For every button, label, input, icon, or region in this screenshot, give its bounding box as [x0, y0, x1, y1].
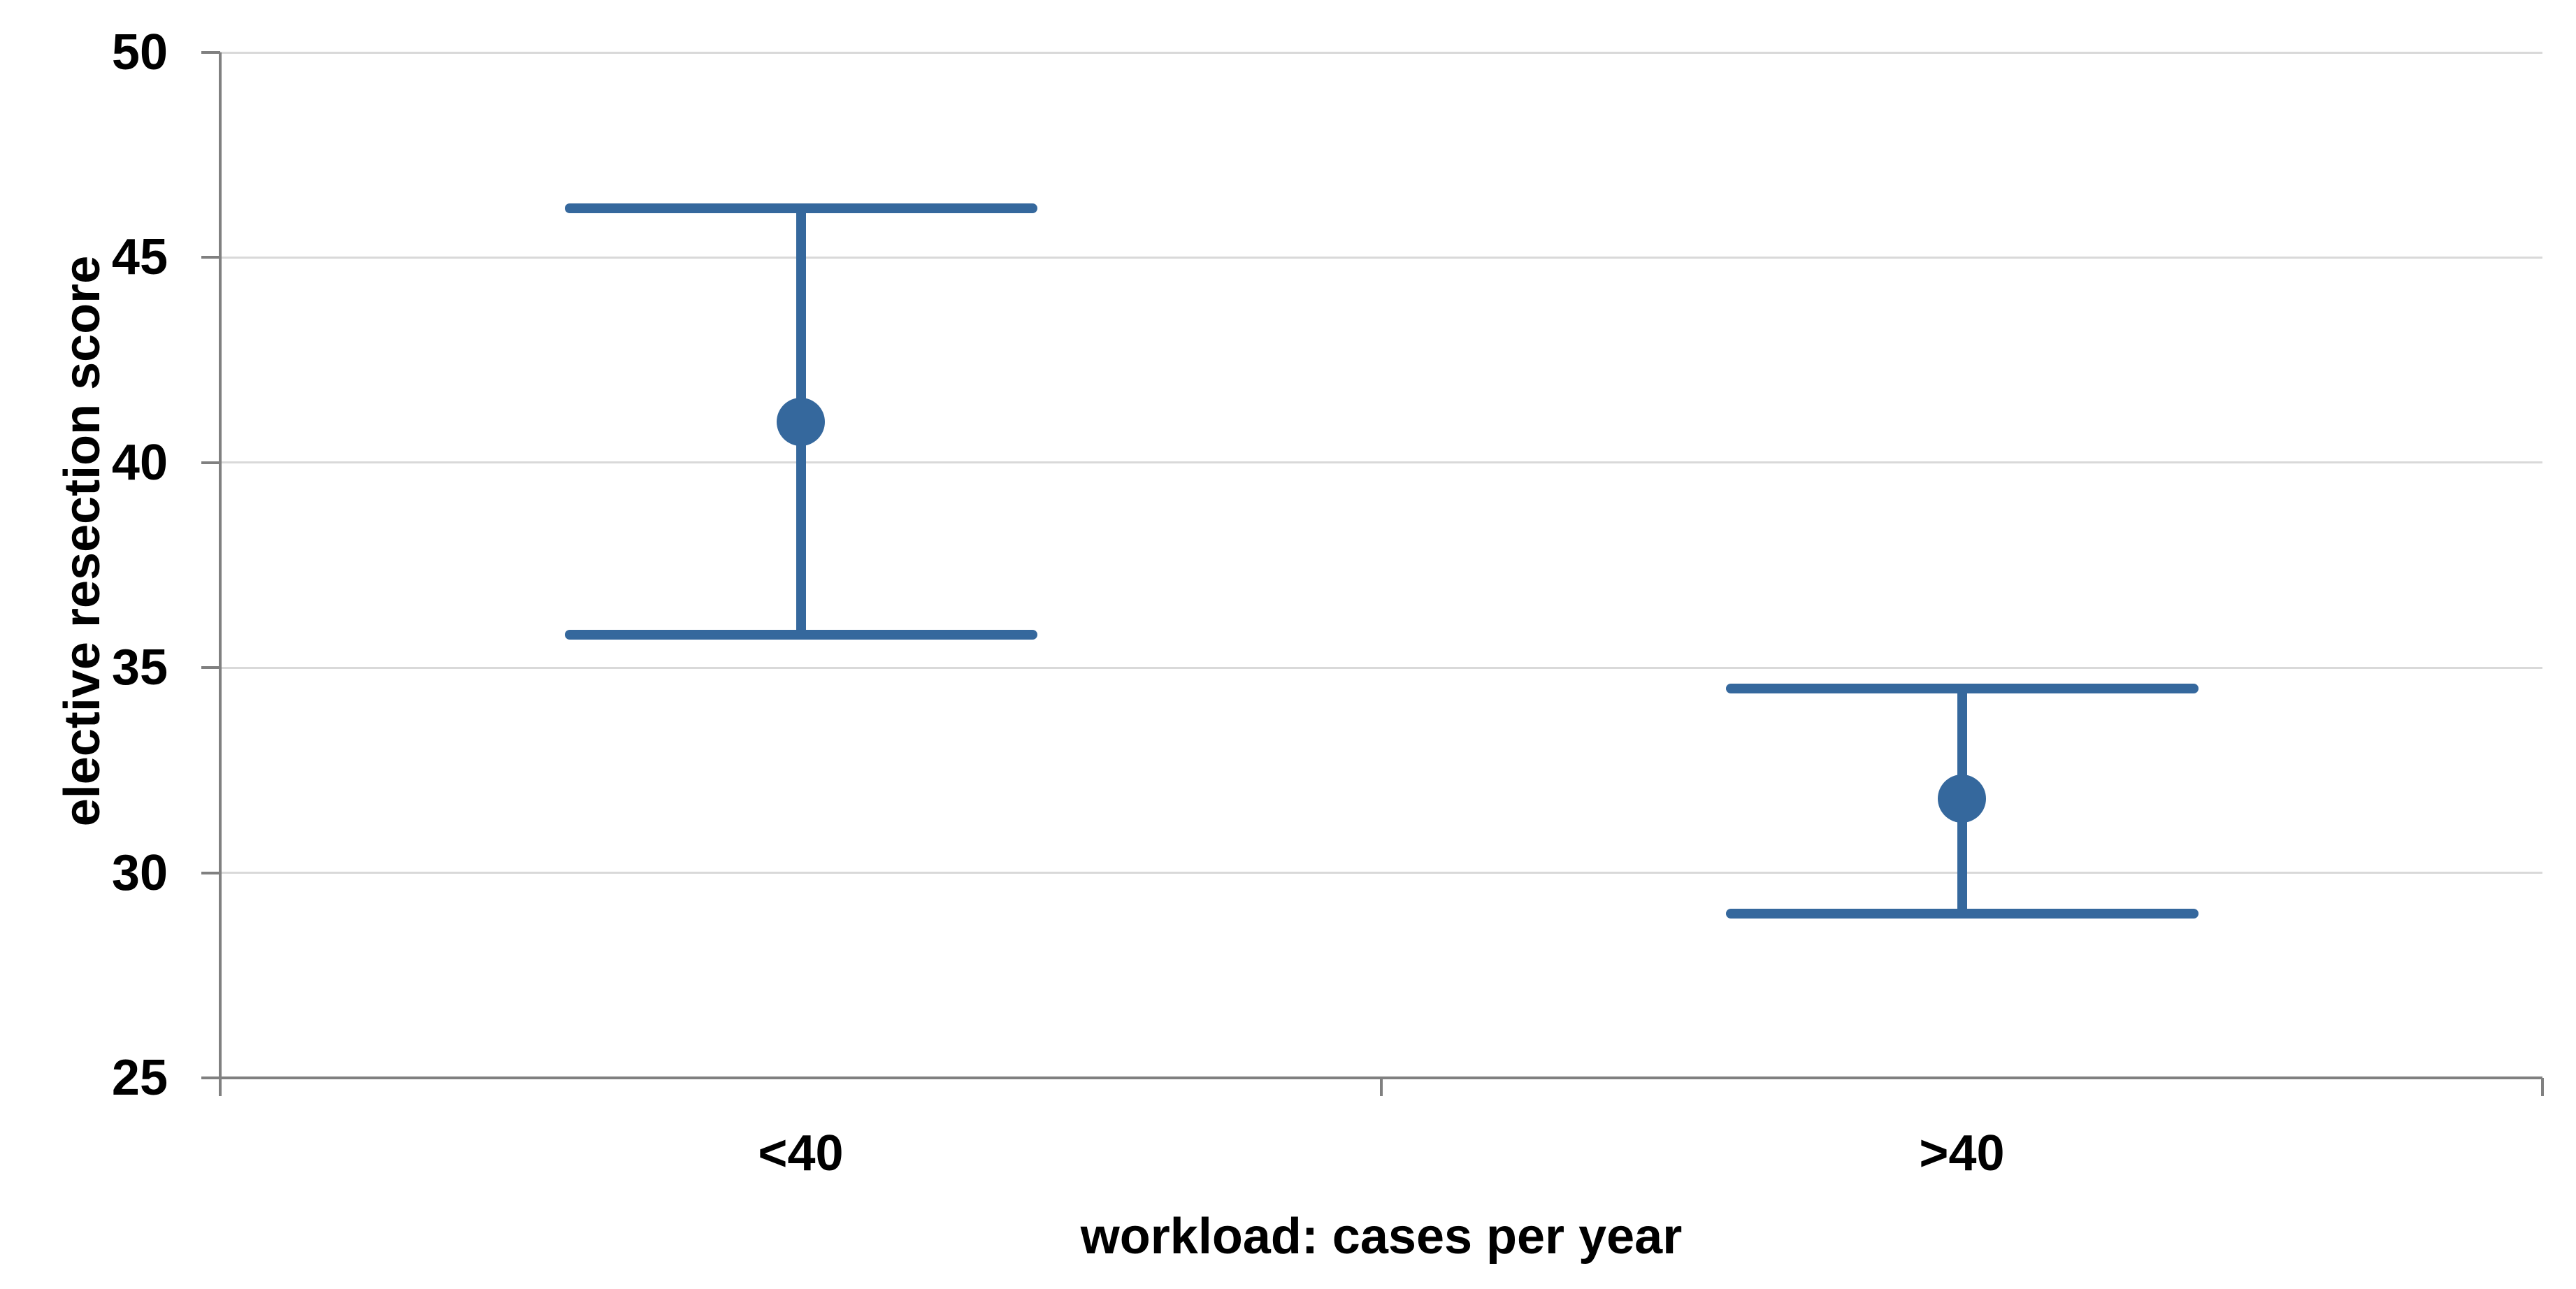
x-tick-mark — [2541, 1078, 2544, 1096]
error-bar-lower-cap — [1725, 909, 2199, 919]
gridline — [220, 461, 2542, 464]
error-bar-upper-cap — [564, 203, 1037, 213]
y-tick-mark — [201, 871, 220, 874]
y-axis-line — [219, 52, 222, 1078]
y-tick-mark — [201, 1076, 220, 1079]
gridline — [220, 51, 2542, 54]
x-category-label: <40 — [758, 1125, 844, 1181]
y-axis-title: elective resection score — [55, 255, 110, 826]
error-bar-lower-cap — [564, 630, 1037, 640]
data-point-marker — [1938, 775, 1986, 823]
gridline — [220, 872, 2542, 874]
y-tick-mark — [201, 461, 220, 464]
error-bar-upper-cap — [1725, 683, 2199, 693]
data-point-marker — [777, 397, 825, 446]
gridline — [220, 666, 2542, 669]
y-tick-label: 45 — [111, 229, 168, 286]
gridline — [220, 256, 2542, 259]
x-axis-title: workload: cases per year — [1080, 1209, 1683, 1265]
y-tick-label: 25 — [111, 1050, 168, 1106]
y-tick-label: 40 — [111, 434, 168, 491]
y-tick-mark — [201, 256, 220, 259]
y-tick-label: 50 — [111, 24, 168, 80]
y-tick-mark — [201, 666, 220, 670]
x-tick-mark — [1380, 1078, 1383, 1096]
y-tick-label: 30 — [111, 844, 168, 901]
y-tick-label: 35 — [111, 640, 168, 696]
x-category-label: >40 — [1919, 1125, 2005, 1181]
y-tick-mark — [201, 51, 220, 54]
x-tick-mark — [219, 1078, 222, 1096]
